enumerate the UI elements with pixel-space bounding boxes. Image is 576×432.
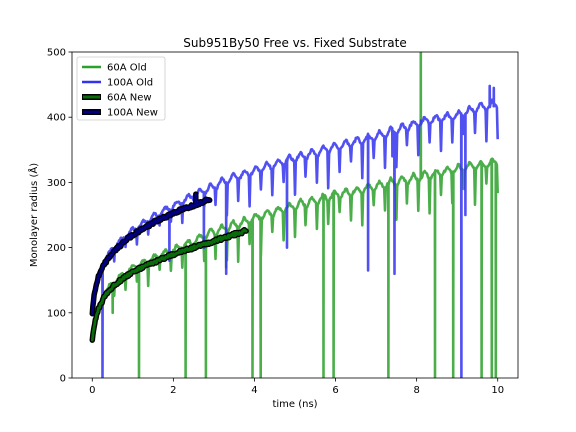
plot-frame	[71, 51, 519, 379]
x-tick-label: 2	[170, 385, 176, 396]
x-axis-label: time (ns)	[272, 399, 317, 410]
y-tick-label: 0	[60, 374, 66, 385]
x-axis: 0 2 4 6 8 10	[89, 378, 504, 396]
x-tick-label: 4	[251, 385, 257, 396]
y-tick-label: 100	[47, 308, 66, 319]
y-tick-label: 300	[47, 178, 66, 189]
y-tick-label: 500	[47, 48, 66, 59]
legend-box	[76, 56, 166, 121]
legend-label-60a-old: 60A Old	[107, 63, 147, 74]
legend: 60A Old 100A Old 60A New 100A New	[76, 56, 166, 121]
y-axis: 0 100 200 300 400 500	[47, 48, 72, 385]
y-axis-label: Monolayer radius (Å)	[27, 163, 40, 267]
series-layer	[89, 52, 499, 378]
chart-title: Sub951By50 Free vs. Fixed Substrate	[183, 36, 407, 50]
legend-label-100a-old: 100A Old	[107, 78, 153, 89]
y-tick-label: 400	[47, 113, 66, 124]
y-tick-label: 200	[47, 243, 66, 254]
series-line-100a-old	[91, 84, 499, 378]
x-tick-label: 8	[413, 385, 419, 396]
x-tick-label: 0	[89, 385, 95, 396]
x-tick-label: 6	[332, 385, 338, 396]
legend-label-60a-new: 60A New	[107, 93, 152, 104]
legend-label-100a-new: 100A New	[107, 108, 158, 119]
series-line-60a-new	[90, 228, 248, 342]
x-tick-label: 10	[491, 385, 504, 396]
series-line-100a-new	[90, 192, 212, 316]
